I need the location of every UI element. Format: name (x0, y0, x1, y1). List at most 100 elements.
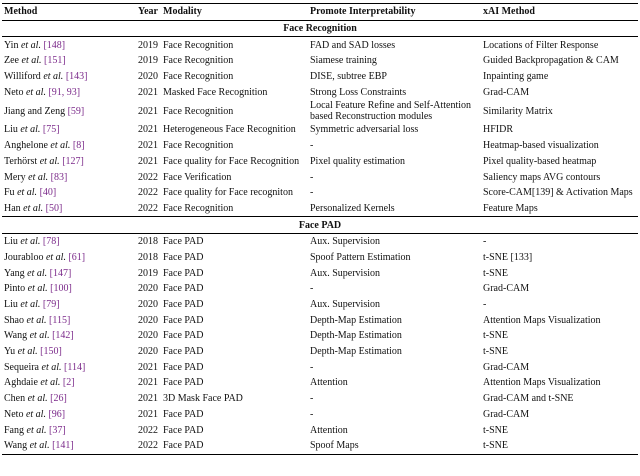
xai-cell: Grad-CAM and t-SNE (483, 393, 574, 405)
method-cell: Jourabloo et al. [61] (2, 250, 136, 266)
modality-cell: Face Recognition (163, 71, 234, 83)
method-cell: Pinto et al. [100] (2, 281, 136, 297)
method-cell: Han et al. [50] (2, 201, 136, 217)
year-cell: 2019 (138, 39, 158, 51)
interpretability-cell: Spoof Maps (308, 437, 481, 455)
modality-cell: Face PAD (161, 437, 308, 455)
year-cell: 2022 (138, 202, 158, 214)
xai-cell: Locations of Filter Response (483, 39, 599, 51)
et-al: et al. (40, 377, 61, 389)
year-cell: 2021 (138, 155, 158, 167)
et-al: et al. (21, 55, 42, 67)
results-table: Method Year Modality Promote Interpretab… (2, 3, 638, 455)
reference: [151] (44, 55, 66, 67)
method-cell: Jiang and Zeng [59] (2, 100, 136, 122)
year-cell: 2022 (138, 171, 158, 183)
author: Williford (4, 71, 41, 83)
method-cell: Liu et al. [78] (2, 233, 136, 249)
table-row: Anghelone et al. [8] 2021 Face Recognition… (2, 138, 638, 154)
method-cell: Wang et al. [141] (2, 437, 136, 455)
reference: [61] (68, 251, 86, 263)
year-cell: 2021 (138, 377, 158, 389)
table-row: Yin et al. [148] 2019 Face Recognition FAD … (2, 37, 638, 53)
modality-cell: Face Recognition (163, 140, 234, 152)
modality-cell: Face PAD (163, 424, 204, 436)
et-al: et al. (27, 267, 48, 279)
et-al: et al. (23, 202, 44, 214)
et-al: et al. (20, 299, 41, 311)
reference: [148] (43, 39, 66, 51)
table-row: Terhörst et al. [127] 2021 Face quality fo… (2, 154, 638, 170)
table-row: Jourabloo et al. [61] 2018 Face PAD Spoof P… (2, 250, 638, 266)
interpretability-cell: - (310, 187, 314, 199)
table-row: Han et al. [50] 2022 Face Recognition Perso… (2, 201, 638, 217)
year-cell: 2022 (136, 437, 161, 455)
table-row: Mery et al. [83] 2022 Face Verification - Sa… (2, 169, 638, 185)
reference: [40] (39, 187, 57, 199)
header-cell: xAI Method (481, 3, 638, 21)
interpretability-cell: FAD and SAD losses (310, 39, 396, 51)
year-cell: 2018 (138, 236, 158, 248)
xai-cell: Grad-CAM (483, 283, 530, 295)
modality-cell: Face PAD (163, 377, 204, 389)
reference: [127] (62, 155, 84, 167)
method-cell: Zee et al. [151] (2, 53, 136, 69)
reference: [83] (50, 171, 68, 183)
xai-cell: t-SNE (483, 330, 508, 342)
author: Sequeira (4, 361, 39, 373)
table-row: Wang et al. [142] 2020 Face PAD Depth-Map E… (2, 328, 638, 344)
xai-cell: Pixel quality-based heatmap (483, 155, 597, 167)
author: Yin (4, 39, 19, 51)
author: Zee (4, 55, 19, 67)
year-cell: 2021 (138, 105, 158, 117)
et-al: et al. (25, 408, 46, 420)
et-al: et al. (27, 393, 48, 405)
method-cell: Neto et al. [91, 93] (2, 84, 136, 100)
reference: [141] (52, 440, 74, 452)
table-row: Aghdaie et al. [2] 2021 Face PAD Attention A… (2, 375, 638, 391)
header-row: Method Year Modality Promote Interpretab… (2, 3, 638, 21)
reference: [142] (52, 330, 74, 342)
xai-cell: Heatmap-based visualization (483, 140, 599, 152)
et-al: et al. (20, 124, 41, 136)
modality-cell: Face Recognition (163, 55, 234, 67)
modality-cell: Masked Face Recognition (163, 86, 268, 98)
method-cell: Neto et al. [96] (2, 407, 136, 423)
table-row: Zee et al. [151] 2019 Face Recognition Siam… (2, 53, 638, 69)
author: Liu (4, 299, 18, 311)
year-cell: 2021 (138, 86, 158, 98)
et-al: et al. (45, 251, 66, 263)
et-al: et al. (29, 330, 50, 342)
modality-cell: Heterogeneous Face Recognition (163, 124, 296, 136)
section-title: Face Recognition (2, 20, 638, 38)
reference: [8] (72, 140, 85, 152)
reference: [114] (64, 361, 86, 373)
interpretability-cell: Strong Loss Constraints (310, 86, 407, 98)
table-row: Liu et al. [75] 2021 Heterogeneous Face Re… (2, 122, 638, 138)
interpretability-cell: Pixel quality estimation (310, 155, 405, 167)
year-cell: 2020 (138, 346, 158, 358)
table-row: Neto et al. [91, 93] 2021 Masked Face Reco… (2, 84, 638, 100)
xai-cell: Similarity Matrix (483, 105, 553, 117)
table-row: Jiang and Zeng [59] 2021 Face Recognition L… (2, 100, 638, 122)
et-al: et al. (39, 155, 60, 167)
table-row: Neto et al. [96] 2021 Face PAD - Grad-CAM (2, 407, 638, 423)
et-al: et al. (27, 283, 48, 295)
year-cell: 2021 (138, 140, 158, 152)
year-cell: 2018 (138, 251, 158, 263)
xai-cell: t-SNE (481, 437, 638, 455)
xai-cell: Grad-CAM (483, 86, 530, 98)
author: Chen (4, 393, 26, 405)
year-cell: 2020 (138, 330, 158, 342)
et-al: et al. (20, 236, 41, 248)
table-row: Liu et al. [79] 2020 Face PAD Aux. Supervis… (2, 297, 638, 313)
xai-cell: Attention Maps Visualization (483, 314, 601, 326)
author: Wang (4, 440, 28, 452)
reference: [26] (50, 393, 67, 405)
modality-cell: Face Recognition (163, 202, 234, 214)
xai-cell: t-SNE (483, 346, 508, 358)
modality-cell: Face PAD (163, 330, 204, 342)
xai-cell: Inpainting game (483, 71, 549, 83)
reference: [91, 93] (48, 86, 81, 98)
method-cell: Mery et al. [83] (2, 169, 136, 185)
